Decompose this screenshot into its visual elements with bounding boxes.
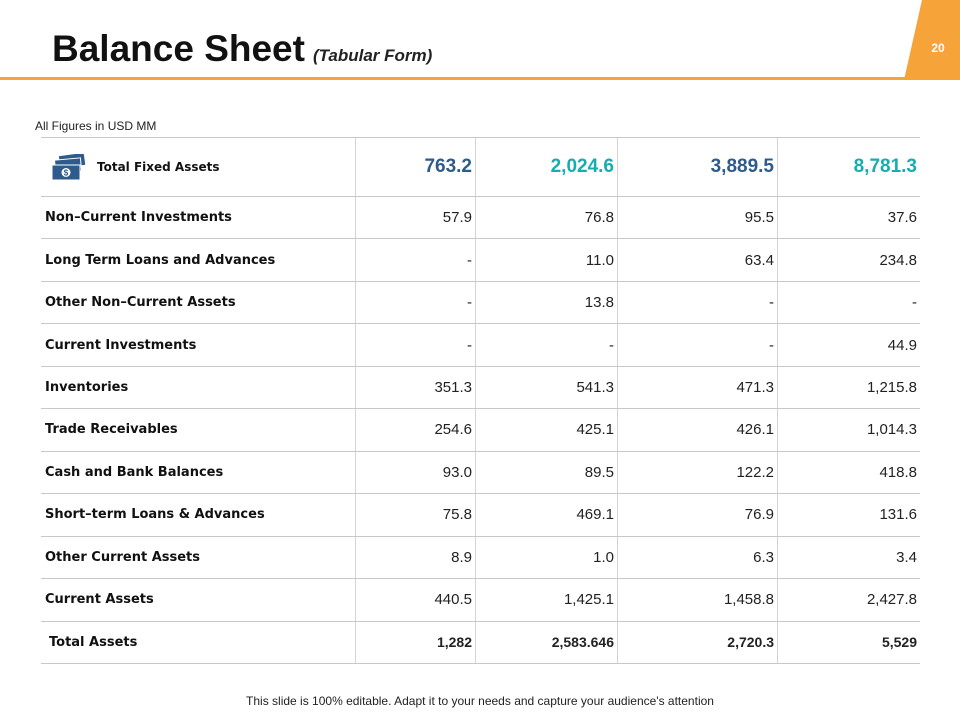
table-cell: 11.0: [475, 239, 617, 281]
row-label: Current Investments: [45, 337, 197, 353]
table-row: Cash and Bank Balances 93.0 89.5 122.2 418.8: [41, 451, 920, 495]
table-cell: -: [475, 324, 617, 366]
table-cell: -: [617, 281, 777, 324]
row-label: Total Fixed Assets: [97, 160, 220, 174]
table-cell: 13.8: [475, 281, 617, 324]
row-label: Short–term Loans & Advances: [45, 507, 265, 523]
table-cell: 95.5: [617, 197, 777, 239]
note: All Figures in USD MM: [35, 119, 157, 133]
table-row: Non–Current Investments 57.9 76.8 95.5 37.6: [41, 197, 920, 240]
table-cell: 469.1: [475, 494, 617, 536]
table-row: Total Fixed Assets $763.2 2,024.6 3,889.5 8,…: [41, 138, 920, 197]
table-cell: 3,889.5: [617, 138, 777, 196]
table-cell: 89.5: [475, 451, 617, 494]
header-rule: [0, 77, 910, 80]
subtitle: (Tabular Form): [312, 46, 433, 65]
table-cell: 471.3: [617, 366, 777, 409]
row-label: Other Current Assets: [45, 549, 201, 565]
row-label: Non–Current Investments: [45, 210, 232, 226]
row-label: Total Assets: [49, 634, 138, 650]
table-top-border: [41, 137, 920, 138]
table-cell: -: [355, 281, 475, 324]
money-icon: $: [51, 154, 87, 181]
table-cell: 131.6: [777, 494, 920, 536]
table-cell: -: [617, 324, 777, 366]
table-cell: 763.2: [355, 138, 475, 196]
table-row: Long Term Loans and Advances -11.0 63.4 234…: [41, 239, 920, 282]
svg-text:$: $: [64, 169, 69, 178]
table-row: Short–term Loans & Advances 75.8 469.1 76.9…: [41, 494, 920, 537]
table-cell: 426.1: [617, 409, 777, 451]
table-row: Trade Receivables 254.6 425.1 426.1 1,014.3: [41, 409, 920, 452]
table-row: Total Assets 1,282 2,583.646 2,720.3 5,529: [41, 621, 920, 664]
table-cell: 5,529: [777, 621, 920, 663]
table-cell: 76.8: [475, 197, 617, 239]
row-label: Long Term Loans and Advances: [45, 252, 276, 268]
table-cell: 1,425.1: [475, 579, 617, 621]
page-number: 20: [931, 41, 945, 55]
title: Balance Sheet (Tabular Form): [52, 28, 432, 70]
table-cell: 2,583.646: [475, 621, 617, 663]
table-cell: 2,427.8: [777, 579, 920, 621]
table-cell: 63.4: [617, 239, 777, 281]
row-label: Other Non–Current Assets: [45, 295, 236, 311]
table-cell: 2,720.3: [617, 621, 777, 663]
table-cell: 37.6: [777, 197, 920, 239]
table-row: Current Investments - - -44.9: [41, 324, 920, 367]
table-cell: 76.9: [617, 494, 777, 536]
table-cell: 425.1: [475, 409, 617, 451]
table-cell: 541.3: [475, 366, 617, 409]
table-cell: 1.0: [475, 536, 617, 579]
table-cell: 57.9: [355, 197, 475, 239]
table-cell: 1,458.8: [617, 579, 777, 621]
table-cell: -: [355, 324, 475, 366]
table-row: Other Current Assets 8.9 1.0 6.3 3.4: [41, 536, 920, 580]
title-text: Balance Sheet: [52, 28, 305, 69]
table-cell: 418.8: [777, 451, 920, 494]
table-cell: -: [777, 281, 920, 324]
table-cell: 3.4: [777, 536, 920, 579]
table-cell: 254.6: [355, 409, 475, 451]
table-cell: 93.0: [355, 451, 475, 494]
table-cell: 6.3: [617, 536, 777, 579]
table-cell: 1,215.8: [777, 366, 920, 409]
table-cell: 44.9: [777, 324, 920, 366]
table-row: Other Non–Current Assets -13.8- -: [41, 281, 920, 325]
table-cell: 234.8: [777, 239, 920, 281]
table-cell: 351.3: [355, 366, 475, 409]
row-label: Inventories: [45, 380, 129, 396]
table-cell: 1,282: [355, 621, 475, 663]
table-cell: 122.2: [617, 451, 777, 494]
row-label: Cash and Bank Balances: [45, 464, 224, 480]
page-tab: [904, 0, 960, 80]
table-cell: 1,014.3: [777, 409, 920, 451]
row-label: Trade Receivables: [45, 422, 178, 438]
table-cell: 8.9: [355, 536, 475, 579]
table-cell: 75.8: [355, 494, 475, 536]
table-cell: 8,781.3: [777, 138, 920, 196]
table-cell: -: [355, 239, 475, 281]
row-label: Current Assets: [45, 592, 154, 608]
footer: This slide is 100% editable. Adapt it to…: [246, 694, 714, 708]
table-cell: 2,024.6: [475, 138, 617, 196]
table-row: Inventories 351.3 541.3 471.3 1,215.8: [41, 366, 920, 410]
table-cell: 440.5: [355, 579, 475, 621]
table-row: Current Assets 440.5 1,425.1 1,458.8 2,427.8: [41, 579, 920, 622]
